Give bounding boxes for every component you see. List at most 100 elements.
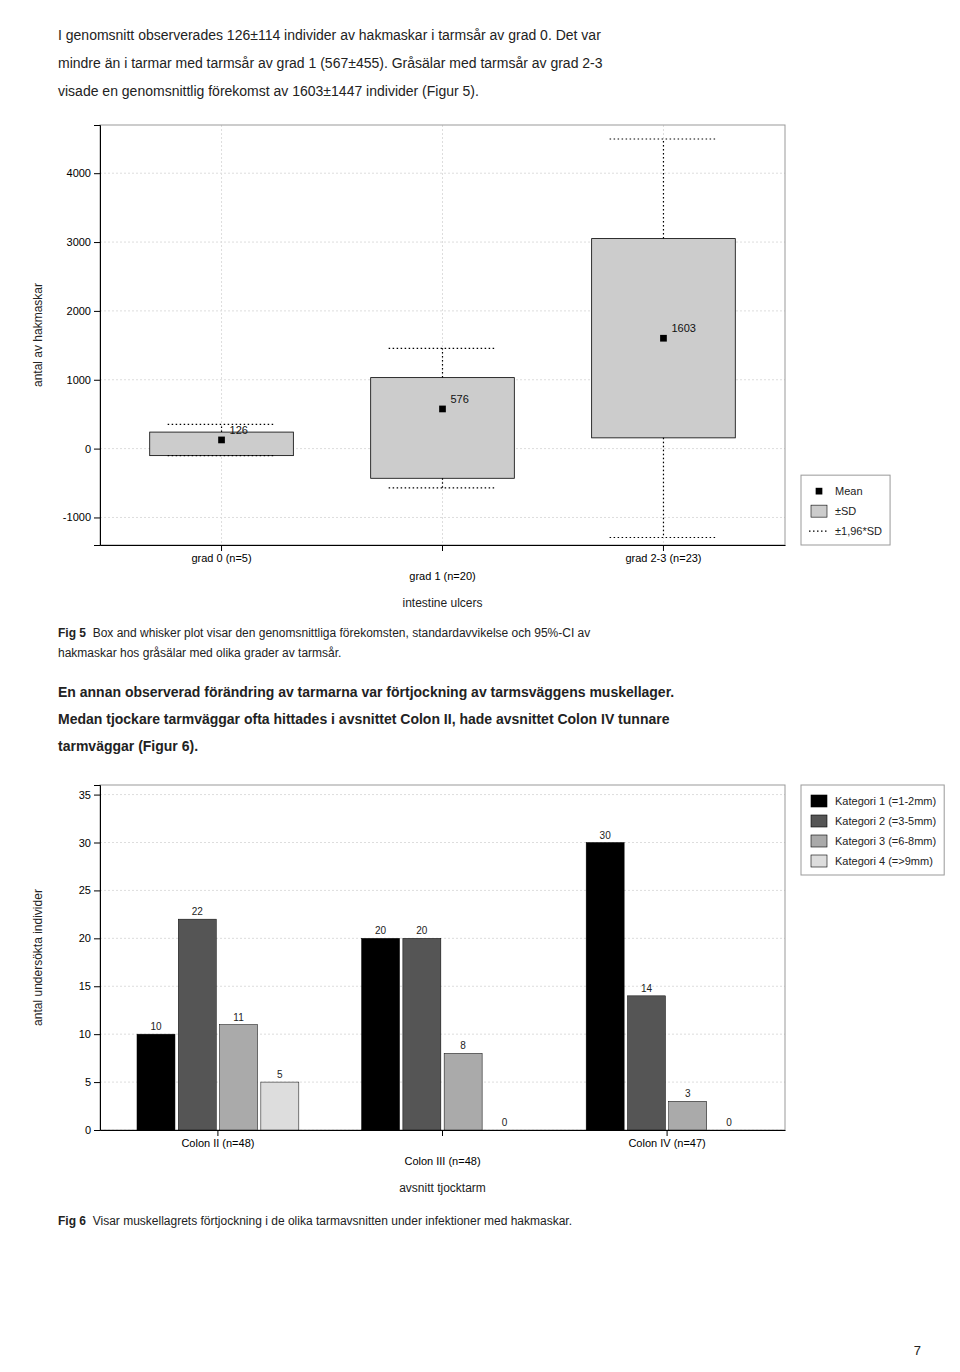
tick-label: grad 2-3 (n=23) <box>625 552 701 564</box>
caption: hakmaskar hos gråsälar med olika grader … <box>58 646 341 660</box>
ci-cap <box>610 138 718 139</box>
sd-box <box>592 239 736 438</box>
sd-box <box>371 378 515 479</box>
legend-entry: Kategori 3 (=6-8mm) <box>811 835 936 847</box>
ci-whisker <box>663 438 664 538</box>
tick-mark <box>217 1130 218 1136</box>
data-label: 22 <box>192 906 204 917</box>
tick-label: 5 <box>85 1076 91 1088</box>
axis-domain <box>94 786 101 1131</box>
page-number: 7 <box>914 1343 921 1358</box>
legend-swatch <box>809 530 829 531</box>
legend: Kategori 1 (=1-2mm) Kategori 2 (=3-5mm) Ka… <box>801 785 944 875</box>
ci-cap <box>389 348 497 349</box>
sd-box <box>150 432 294 456</box>
bar <box>403 938 441 1130</box>
caption-label: Fig 6 <box>58 1214 86 1228</box>
tick: 4000 <box>67 167 100 179</box>
legend-entry: Kategori 2 (=3-5mm) <box>811 815 936 827</box>
tick-label: 30 <box>79 837 91 849</box>
bar <box>586 843 624 1131</box>
bar <box>669 1101 707 1130</box>
data-label: 3 <box>685 1088 691 1099</box>
grid-line <box>100 794 785 795</box>
tick-mark <box>221 545 222 551</box>
legend-label: Kategori 3 (=6-8mm) <box>835 835 936 847</box>
legend-label: Kategori 1 (=1-2mm) <box>835 795 936 807</box>
legend-swatch <box>811 795 827 807</box>
grid-line <box>100 890 785 891</box>
y-axis-title: antal av hakmaskar <box>31 283 45 387</box>
tick: 0 <box>85 1124 100 1136</box>
tick: 5 <box>85 1076 100 1088</box>
legend-swatch <box>816 488 823 495</box>
tick: grad 1 (n=20) <box>409 545 475 582</box>
tick-mark <box>442 1130 443 1136</box>
data-label: 0 <box>502 1117 508 1128</box>
tick: 1000 <box>67 374 100 386</box>
body-text: En annan observerad förändring av tarmar… <box>58 684 674 700</box>
tick: -1000 <box>63 511 100 523</box>
body-text: mindre än i tarmar med tarmsår av grad 1… <box>58 55 603 71</box>
data-label: 14 <box>641 983 653 994</box>
tick-mark <box>94 890 100 891</box>
ci-cap <box>168 455 276 456</box>
mean-marker <box>218 437 225 444</box>
data-label: 126 <box>230 424 248 436</box>
tick-label: Colon III (n=48) <box>404 1155 480 1167</box>
legend-entry: Mean <box>816 485 863 497</box>
legend-entry: ±1,96*SD <box>809 525 882 537</box>
bar <box>710 1130 748 1131</box>
tick-label: 1000 <box>67 374 91 386</box>
grid <box>100 795 785 1130</box>
tick-mark <box>94 173 100 174</box>
tick-mark <box>94 311 100 312</box>
body-text: I genomsnitt observerades 126±114 indivi… <box>58 27 601 43</box>
tick-mark <box>94 1130 100 1131</box>
ci-whisker <box>442 348 443 377</box>
grid-line <box>100 842 785 843</box>
data-label: 30 <box>600 830 612 841</box>
tick-label: 35 <box>79 789 91 801</box>
ci-whisker <box>221 424 222 432</box>
caption: Fig 5 Box and whisker plot visar den gen… <box>58 626 590 640</box>
tick-label: 10 <box>79 1028 91 1040</box>
legend-label: Kategori 4 (=>9mm) <box>835 855 933 867</box>
tick-mark <box>94 517 100 518</box>
tick-label: 20 <box>79 932 91 944</box>
axis-domain <box>94 126 101 546</box>
data-labels: 1265761603 <box>230 322 696 436</box>
tick-label: Colon II (n=48) <box>181 1137 254 1149</box>
tick: 3000 <box>67 236 100 248</box>
ci-whisker <box>663 139 664 239</box>
tick-label: grad 1 (n=20) <box>409 570 475 582</box>
mean-marker <box>439 406 446 413</box>
legend-swatch <box>811 505 827 517</box>
tick: 35 <box>79 789 100 801</box>
ci-cap <box>389 487 497 488</box>
body-text: visade en genomsnittlig förekomst av 160… <box>58 83 479 99</box>
tick-label: 15 <box>79 980 91 992</box>
tick-label: Colon IV (n=47) <box>628 1137 705 1149</box>
data-label: 20 <box>375 925 387 936</box>
body-text: Medan tjockare tarmväggar ofta hittades … <box>58 711 670 727</box>
tick-mark <box>94 938 100 939</box>
page: I genomsnitt observerades 126±114 indivi… <box>0 0 960 1372</box>
legend-entries: Kategori 1 (=1-2mm) Kategori 2 (=3-5mm) Ka… <box>811 795 936 867</box>
tick-mark <box>94 1034 100 1035</box>
plot-frame <box>100 785 785 1130</box>
x-axis: Colon II (n=48) Colon III (n=48) Colon IV … <box>101 1130 786 1167</box>
data-label: 10 <box>150 1021 162 1032</box>
data-label: 8 <box>460 1040 466 1051</box>
tick: Colon IV (n=47) <box>628 1130 705 1149</box>
legend-frame <box>801 475 890 545</box>
tick: 25 <box>79 884 100 896</box>
caption-label: Fig 5 <box>58 626 86 640</box>
bar <box>627 996 665 1130</box>
legend-swatch <box>811 835 827 847</box>
tick: 2000 <box>67 305 100 317</box>
legend-label: ±SD <box>835 505 856 517</box>
tick-mark <box>442 545 443 551</box>
caption-text: Box and whisker plot visar den genomsnit… <box>86 626 590 640</box>
tick-label: 2000 <box>67 305 91 317</box>
